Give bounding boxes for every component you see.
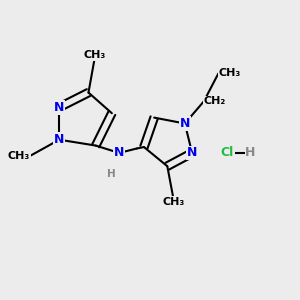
Text: CH₃: CH₃ <box>218 68 241 78</box>
Text: CH₂: CH₂ <box>204 96 226 106</box>
Text: N: N <box>187 146 197 159</box>
Text: H: H <box>107 169 116 179</box>
Text: Cl: Cl <box>220 146 234 159</box>
Text: N: N <box>54 133 64 146</box>
Text: N: N <box>54 101 64 114</box>
Text: CH₃: CH₃ <box>162 197 184 207</box>
Text: CH₃: CH₃ <box>83 50 105 60</box>
Text: N: N <box>114 146 124 159</box>
Text: N: N <box>180 117 190 130</box>
Text: H: H <box>245 146 256 159</box>
Text: CH₃: CH₃ <box>8 151 30 161</box>
